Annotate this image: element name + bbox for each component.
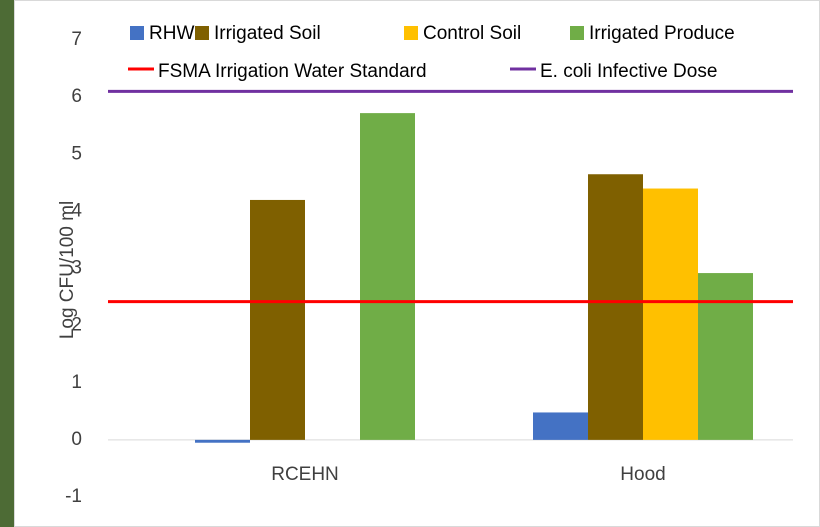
- y-tick-label: -1: [65, 486, 82, 507]
- photo-edge: [0, 0, 14, 527]
- legend-label: Control Soil: [423, 23, 521, 44]
- y-tick-label: 7: [71, 29, 82, 50]
- y-tick-label: 5: [71, 143, 82, 164]
- bar: [360, 113, 415, 440]
- x-tick-label: RCEHN: [271, 464, 339, 485]
- legend-swatch: [130, 26, 144, 40]
- y-tick-label: 6: [71, 86, 82, 107]
- legend-label: Irrigated Produce: [589, 23, 735, 44]
- legend-swatch: [570, 26, 584, 40]
- legend-swatch: [195, 26, 209, 40]
- bar: [588, 174, 643, 440]
- legend-label: E. coli Infective Dose: [540, 61, 717, 82]
- bar: [698, 273, 753, 440]
- y-tick-label: 0: [71, 429, 82, 450]
- legend-swatch: [404, 26, 418, 40]
- legend-label: Irrigated Soil: [214, 23, 321, 44]
- chart: Log CFU/100 ml -101234567RCEHNHoodRHWIrr…: [0, 0, 820, 527]
- bar: [533, 412, 588, 439]
- legend-label: FSMA Irrigation Water Standard: [158, 61, 427, 82]
- y-tick-label: 4: [71, 200, 82, 221]
- bar: [643, 189, 698, 440]
- legend-label: RHW: [149, 23, 194, 44]
- y-tick-label: 1: [71, 372, 82, 393]
- y-tick-label: 2: [71, 315, 82, 336]
- x-tick-label: Hood: [620, 464, 665, 485]
- bar: [250, 200, 305, 440]
- bar: [195, 440, 250, 443]
- y-tick-label: 3: [71, 258, 82, 279]
